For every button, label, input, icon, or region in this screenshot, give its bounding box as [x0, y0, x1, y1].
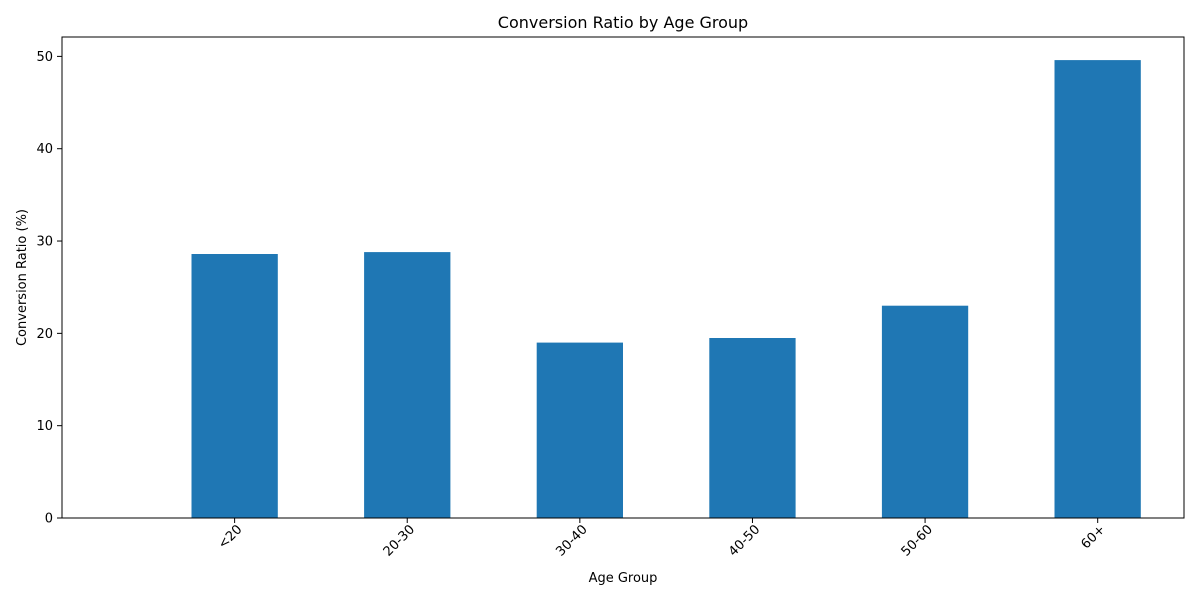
y-tick-label: 30 — [36, 235, 53, 250]
y-tick-label: 20 — [36, 327, 53, 342]
bar-3 — [709, 338, 796, 518]
y-tick-label: 0 — [45, 512, 53, 527]
x-tick-label: 40-50 — [726, 522, 763, 559]
x-tick-label: 60+ — [1079, 522, 1109, 552]
chart-title: Conversion Ratio by Age Group — [498, 13, 748, 32]
y-tick-label: 10 — [36, 419, 53, 434]
bars-group — [191, 60, 1141, 518]
bar-0 — [191, 254, 278, 518]
x-tick-label: 50-60 — [899, 522, 936, 559]
y-axis-label: Conversion Ratio (%) — [15, 209, 30, 346]
x-axis-label: Age Group — [589, 571, 658, 586]
bar-2 — [536, 342, 623, 518]
x-tick-label: <20 — [215, 522, 245, 552]
bar-1 — [364, 252, 451, 518]
plot-frame — [61, 36, 1185, 519]
y-axis: 0 10 20 30 40 50 — [36, 50, 62, 527]
y-tick-label: 40 — [36, 142, 53, 157]
bar-4 — [881, 305, 969, 518]
x-axis: <20 20-30 30-40 40-50 50-60 60+ — [215, 518, 1109, 560]
x-tick-label: 20-30 — [381, 522, 418, 559]
x-tick-label: 30-40 — [553, 522, 590, 559]
y-tick-label: 50 — [36, 50, 53, 65]
bar-5 — [1054, 60, 1141, 518]
